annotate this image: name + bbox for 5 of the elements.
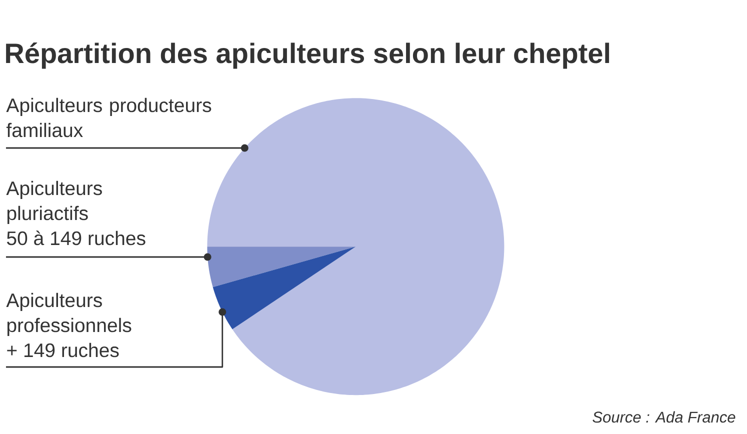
slice-label: Apiculteurs producteurs familiaux xyxy=(6,98,212,138)
slice-label: Apiculteurs professionnels + 149 ruches xyxy=(6,292,132,358)
chart-title: Répartition des apiculteurs selon leur cheptel xyxy=(6,42,610,69)
slice-label: Apiculteurs pluriactifs 50 à 149 ruches xyxy=(6,180,146,246)
source-note: Source : Ada France xyxy=(592,411,736,423)
